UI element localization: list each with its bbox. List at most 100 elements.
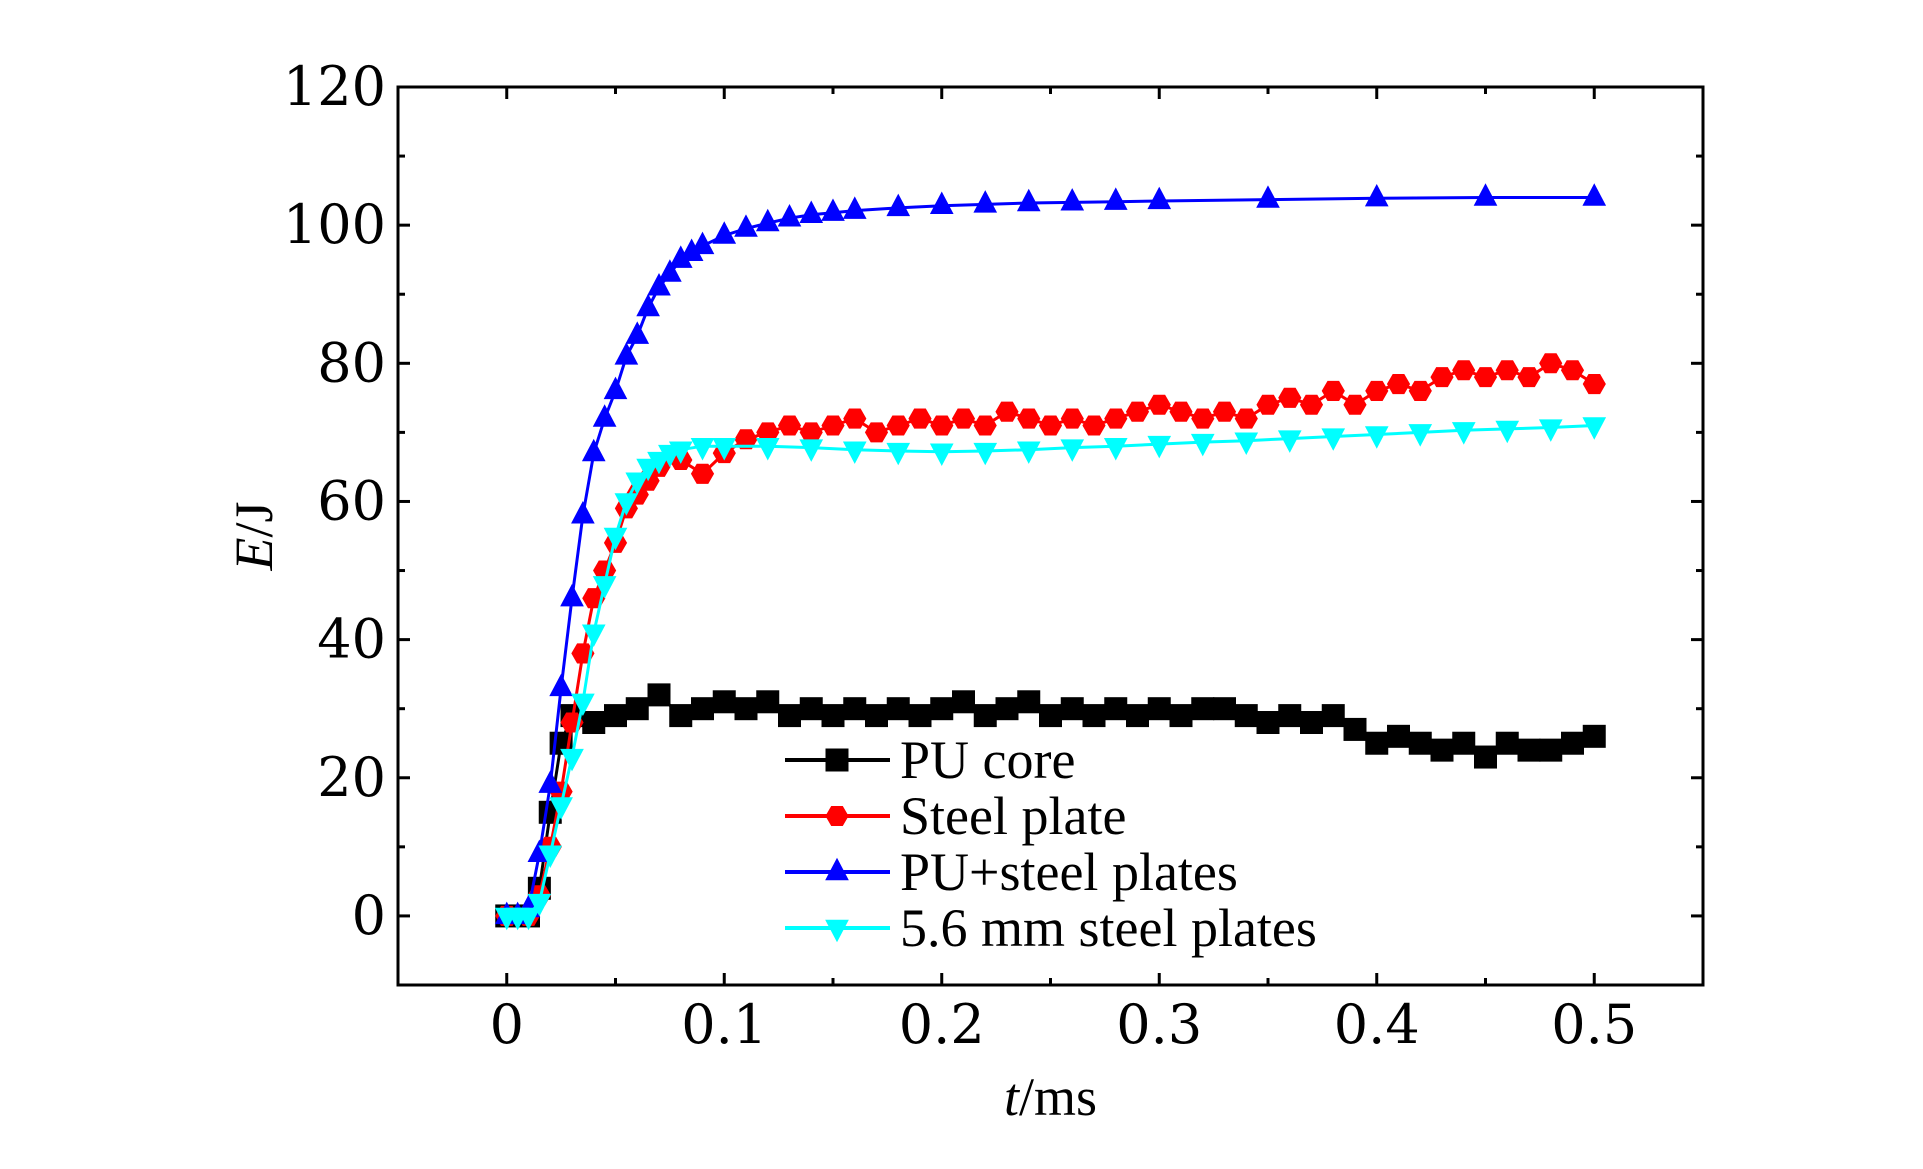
x-tick-label: 0.3 <box>1116 993 1202 1056</box>
data-point-2 <box>603 376 628 400</box>
legend-swatch-marker <box>825 857 849 881</box>
data-point-1 <box>799 422 823 443</box>
data-point-0 <box>1082 704 1106 728</box>
legend-label: PU core <box>900 730 1075 790</box>
data-point-2 <box>636 293 660 317</box>
data-point-1 <box>1560 360 1585 381</box>
data-point-0 <box>712 690 736 714</box>
data-point-0 <box>1256 711 1280 735</box>
data-point-0 <box>691 697 714 721</box>
y-tick-label: 40 <box>317 608 386 671</box>
data-point-1 <box>930 415 954 436</box>
data-point-3 <box>636 458 660 482</box>
data-point-0 <box>1387 724 1410 748</box>
data-point-2 <box>929 191 954 215</box>
data-point-3 <box>929 443 954 466</box>
y-axis-title-symbol: E <box>224 538 284 572</box>
data-point-3 <box>799 439 824 462</box>
data-point-0 <box>1408 731 1432 755</box>
series-layer <box>494 183 1607 931</box>
data-point-2 <box>712 221 737 244</box>
data-point-0 <box>1126 704 1149 728</box>
data-point-1 <box>1212 401 1237 422</box>
data-point-0 <box>886 697 910 721</box>
y-axis-title: E/J <box>224 501 284 571</box>
data-point-0 <box>930 697 954 721</box>
data-point-2 <box>1147 186 1172 210</box>
data-point-2 <box>1256 185 1280 208</box>
data-point-0 <box>908 704 932 728</box>
data-point-3 <box>1408 424 1433 447</box>
data-point-3 <box>527 893 552 917</box>
data-point-0 <box>1278 704 1302 728</box>
data-point-0 <box>843 697 867 721</box>
data-point-2 <box>799 200 824 223</box>
y-tick-label: 80 <box>317 331 386 394</box>
data-point-3 <box>538 845 563 869</box>
data-point-0 <box>1169 704 1193 728</box>
legend-swatch-marker <box>825 748 849 772</box>
legend-swatch-marker <box>825 919 849 943</box>
data-point-0 <box>1343 717 1367 741</box>
data-point-1 <box>886 415 910 436</box>
data-point-1 <box>1125 401 1150 422</box>
data-point-1 <box>1408 380 1432 401</box>
y-tick-label: 100 <box>283 193 386 256</box>
data-point-2 <box>690 231 715 255</box>
data-point-1 <box>908 408 932 429</box>
data-point-0 <box>952 690 975 714</box>
data-point-0 <box>1495 731 1519 755</box>
x-tick-label: 0.1 <box>681 993 767 1056</box>
data-point-3 <box>1582 417 1607 440</box>
data-point-1 <box>1169 401 1193 422</box>
data-point-2 <box>658 259 682 282</box>
data-point-0 <box>865 704 888 728</box>
data-point-0 <box>1474 745 1497 769</box>
x-axis-title-symbol: t <box>1004 1067 1021 1127</box>
data-point-0 <box>647 683 671 707</box>
data-point-3 <box>973 442 998 466</box>
data-point-2 <box>821 198 845 221</box>
data-point-0 <box>1365 731 1389 755</box>
legend-label: Steel plate <box>900 786 1126 846</box>
x-tick-label: 0.2 <box>899 993 985 1056</box>
data-point-1 <box>995 401 1019 422</box>
data-point-3 <box>1060 439 1085 462</box>
data-point-3 <box>1277 430 1302 453</box>
data-point-2 <box>614 342 639 365</box>
legend-item-2: PU+steel plates <box>785 842 1238 902</box>
data-point-3 <box>1147 435 1172 459</box>
data-point-3 <box>755 438 780 461</box>
data-point-1 <box>843 408 867 429</box>
data-point-2 <box>1060 188 1085 211</box>
data-point-0 <box>1582 724 1606 748</box>
data-point-1 <box>1147 394 1171 415</box>
data-point-3 <box>842 441 867 464</box>
data-point-1 <box>1191 408 1215 429</box>
data-point-1 <box>1278 387 1302 408</box>
data-point-0 <box>582 711 606 735</box>
data-point-2 <box>1364 183 1389 207</box>
data-point-0 <box>1104 697 1128 721</box>
tick-layer <box>398 85 1705 985</box>
data-point-1 <box>1495 360 1519 381</box>
data-point-0 <box>669 704 693 728</box>
data-point-3 <box>571 693 595 717</box>
y-tick-label: 0 <box>352 884 386 947</box>
data-point-2 <box>1016 188 1041 212</box>
data-point-0 <box>1452 731 1476 755</box>
data-point-0 <box>1039 704 1062 728</box>
x-axis-title-unit: /ms <box>1019 1067 1097 1127</box>
data-point-2 <box>625 321 650 344</box>
data-point-3 <box>581 624 606 647</box>
data-point-0 <box>625 697 649 721</box>
data-point-3 <box>886 442 911 466</box>
data-point-1 <box>1017 408 1041 429</box>
data-point-3 <box>560 748 584 772</box>
data-point-2 <box>1582 183 1607 206</box>
x-tick-label: 0.4 <box>1334 993 1420 1056</box>
data-point-1 <box>1343 394 1367 415</box>
data-point-1 <box>951 408 976 429</box>
